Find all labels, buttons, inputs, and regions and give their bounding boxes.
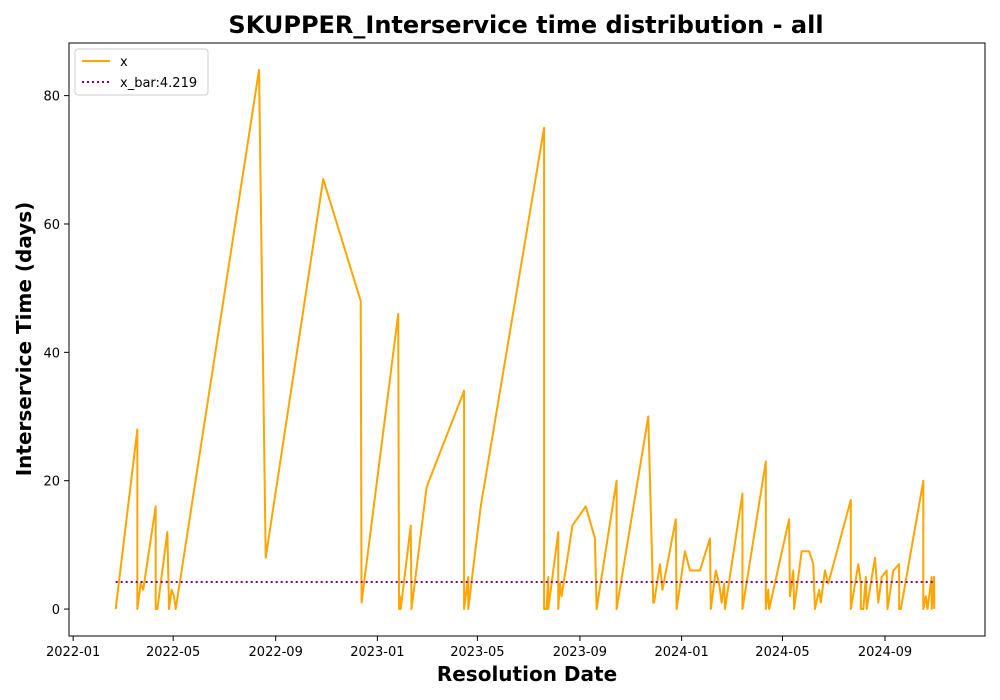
x-tick-label: 2023-01 — [350, 645, 404, 660]
x-tick-label: 2024-05 — [755, 645, 809, 660]
y-tick-label: 20 — [43, 475, 60, 490]
plot-frame — [68, 42, 986, 637]
x-tick-label: 2023-05 — [450, 645, 504, 660]
x-tick-label: 2024-09 — [858, 645, 912, 660]
y-tick-label: 0 — [52, 603, 60, 618]
series-line-x — [114, 68, 936, 611]
x-tick-label: 2023-09 — [553, 645, 607, 660]
x-axis: 2022-01 2022-05 2022-09 2023-01 2023-05 2023-… — [46, 636, 912, 660]
y-axis-title: Interservice Time (days) — [12, 202, 36, 477]
x-tick-label: 2024-01 — [654, 645, 708, 660]
y-tick-label: 60 — [43, 218, 60, 233]
y-axis: 0 20 40 60 80 — [43, 90, 69, 618]
y-tick-label: 40 — [43, 346, 60, 361]
plot-area — [114, 68, 936, 611]
legend-label-x: x — [120, 55, 128, 70]
legend: x x_bar:4.219 — [74, 48, 209, 96]
chart-title: SKUPPER_Interservice time distribution -… — [228, 11, 823, 39]
legend-label-x-bar: x_bar:4.219 — [120, 76, 197, 91]
x-axis-title: Resolution Date — [437, 662, 617, 686]
y-tick-label: 80 — [43, 90, 60, 105]
x-tick-label: 2022-05 — [146, 645, 200, 660]
x-tick-label: 2022-09 — [249, 645, 303, 660]
x-tick-label: 2022-01 — [46, 645, 100, 660]
